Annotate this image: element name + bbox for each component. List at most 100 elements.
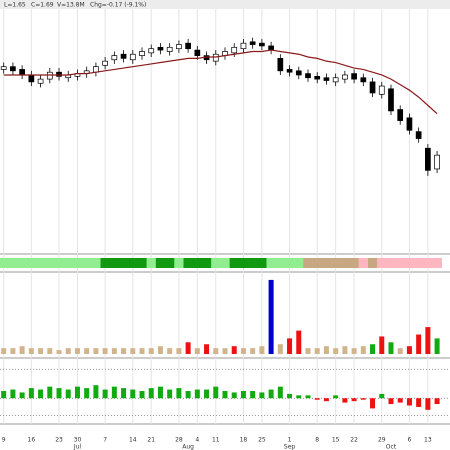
volume-bar [259, 346, 265, 354]
signal-cell [284, 258, 295, 268]
candle-body [342, 74, 348, 80]
x-tick-label: 15 [332, 437, 340, 444]
signal-cell [72, 258, 83, 268]
volume-bar [139, 348, 145, 354]
candle-body [176, 44, 182, 50]
volume-bar [250, 348, 256, 354]
signal-cell [137, 258, 147, 268]
volume-bar [176, 348, 182, 354]
oscillator-bar [74, 386, 80, 399]
volume-bar [388, 342, 394, 354]
candle-body [129, 53, 136, 61]
x-tick-label: 4 [195, 437, 199, 444]
candle-body [360, 77, 367, 83]
volume-bar [194, 348, 200, 354]
header-change: Chg=-0.17 (-9.1%) [90, 2, 146, 9]
volume-bar [10, 348, 16, 354]
candle-body [378, 85, 385, 95]
volume-bar [84, 348, 90, 354]
x-tick-label: 23 [55, 437, 63, 444]
volume-bar [296, 330, 302, 354]
oscillator-bar [139, 391, 145, 399]
signal-cell [211, 258, 221, 268]
candle-body [332, 77, 339, 83]
candle-body [56, 71, 62, 77]
signal-cell [331, 258, 341, 268]
signal-cell [349, 258, 360, 268]
moving-average [3, 49, 438, 115]
volume-bar [74, 348, 80, 354]
candle-body [139, 51, 145, 56]
volume-bar [277, 344, 283, 354]
candle-body [231, 46, 238, 54]
signal-cell [146, 258, 157, 268]
oscillator-bar [360, 398, 366, 400]
candle-body [166, 46, 173, 52]
signal-cell [229, 258, 240, 268]
signal-cell [367, 258, 378, 268]
volume-bar [1, 348, 7, 354]
oscillator-bar [379, 393, 385, 399]
volume-bar [56, 350, 62, 354]
x-tick-label: 16 [28, 437, 36, 444]
candle-body [406, 117, 413, 131]
oscillator-bar [130, 389, 136, 399]
oscillator-bar [194, 389, 200, 399]
signal-cell [257, 258, 267, 268]
header-volume: V=13.8M [57, 2, 85, 9]
candle-body [295, 70, 302, 76]
signal-cell [165, 258, 175, 268]
volume-bar [102, 348, 108, 354]
candle-body [351, 73, 357, 80]
volume-bar [204, 344, 210, 354]
signal-cell [26, 258, 37, 268]
signal-cell [294, 258, 304, 268]
volume-bar [121, 348, 127, 354]
oscillator-bar [84, 388, 90, 399]
signal-cell [321, 258, 332, 268]
oscillator-bar [250, 391, 256, 399]
signal-cell [54, 258, 64, 268]
candle-body [305, 73, 311, 79]
signal-cell [395, 258, 406, 268]
volume-bar [434, 338, 440, 354]
signal-cell [82, 258, 92, 268]
oscillator-bar [287, 393, 293, 399]
volume-bar [222, 348, 228, 354]
oscillator-bar [148, 388, 154, 399]
volume-bar [28, 348, 34, 354]
signal-cell [220, 258, 230, 268]
signal-cell [91, 258, 101, 268]
volume-bar [213, 348, 219, 354]
signal-cell [35, 258, 46, 268]
signal-cell [404, 258, 415, 268]
month-label: Sep [284, 444, 296, 450]
candle-body [425, 147, 431, 171]
signal-cell [128, 258, 138, 268]
signal-cell [248, 258, 258, 268]
candle-body [148, 48, 155, 54]
signal-cell [358, 258, 369, 268]
oscillator-bar [314, 398, 320, 400]
oscillator-bar [19, 392, 25, 399]
signal-cell [266, 258, 277, 268]
signal-cell [312, 258, 323, 268]
signal-cell [414, 258, 424, 268]
header-bar [0, 0, 450, 9]
candle-body [259, 42, 265, 47]
oscillator-bar [406, 398, 412, 406]
signal-cell [63, 258, 74, 268]
candle-body [19, 69, 25, 76]
oscillator-bar [93, 385, 99, 399]
volume-bar [287, 338, 293, 354]
oscillator-bar [277, 386, 283, 399]
candle-body [194, 49, 201, 56]
candle-body [434, 154, 440, 170]
volume-bar [19, 346, 25, 354]
signal-cell [183, 258, 194, 268]
volume-bar [416, 334, 422, 354]
header-low: L=1.65 [4, 2, 26, 9]
signal-cell [303, 258, 313, 268]
x-tick-label: 8 [315, 437, 319, 444]
